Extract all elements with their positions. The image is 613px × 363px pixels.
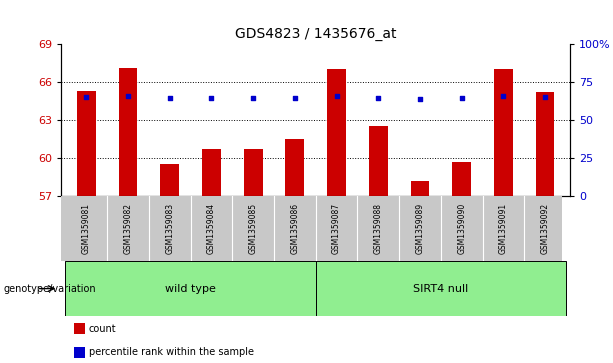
Point bbox=[415, 96, 425, 102]
Point bbox=[540, 94, 550, 100]
Bar bbox=[316, 261, 566, 316]
Bar bbox=[161, 164, 179, 196]
Bar bbox=[536, 92, 554, 196]
Text: SIRT4 null: SIRT4 null bbox=[413, 284, 468, 294]
Point bbox=[457, 95, 466, 101]
Text: GSM1359085: GSM1359085 bbox=[249, 203, 257, 254]
Point bbox=[332, 93, 341, 99]
Bar bbox=[119, 68, 137, 196]
Point bbox=[207, 95, 216, 101]
Bar bbox=[202, 149, 221, 196]
Text: GSM1359082: GSM1359082 bbox=[124, 203, 132, 254]
Title: GDS4823 / 1435676_at: GDS4823 / 1435676_at bbox=[235, 27, 397, 41]
Bar bbox=[494, 69, 512, 196]
Text: GSM1359092: GSM1359092 bbox=[541, 203, 550, 254]
Bar bbox=[411, 181, 429, 196]
Text: GSM1359083: GSM1359083 bbox=[166, 203, 174, 254]
Bar bbox=[286, 139, 304, 196]
Point bbox=[290, 95, 300, 101]
Point bbox=[123, 93, 133, 99]
Bar bbox=[369, 126, 387, 196]
Bar bbox=[77, 91, 96, 196]
Text: GSM1359091: GSM1359091 bbox=[499, 203, 508, 254]
Bar bbox=[452, 162, 471, 196]
Point bbox=[373, 95, 383, 101]
Bar bbox=[244, 149, 262, 196]
Point bbox=[248, 95, 258, 101]
Text: percentile rank within the sample: percentile rank within the sample bbox=[89, 347, 254, 357]
Text: GSM1359086: GSM1359086 bbox=[291, 203, 299, 254]
Text: GSM1359089: GSM1359089 bbox=[416, 203, 424, 254]
Text: genotype/variation: genotype/variation bbox=[3, 284, 96, 294]
Text: wild type: wild type bbox=[165, 284, 216, 294]
Point bbox=[82, 94, 91, 100]
Text: GSM1359081: GSM1359081 bbox=[82, 203, 91, 254]
Text: count: count bbox=[89, 323, 116, 334]
Point bbox=[498, 93, 508, 99]
Text: GSM1359087: GSM1359087 bbox=[332, 203, 341, 254]
Text: GSM1359088: GSM1359088 bbox=[374, 203, 383, 254]
Point bbox=[165, 95, 175, 101]
Bar bbox=[327, 69, 346, 196]
Text: GSM1359090: GSM1359090 bbox=[457, 203, 466, 254]
Bar bbox=[66, 261, 316, 316]
Text: GSM1359084: GSM1359084 bbox=[207, 203, 216, 254]
